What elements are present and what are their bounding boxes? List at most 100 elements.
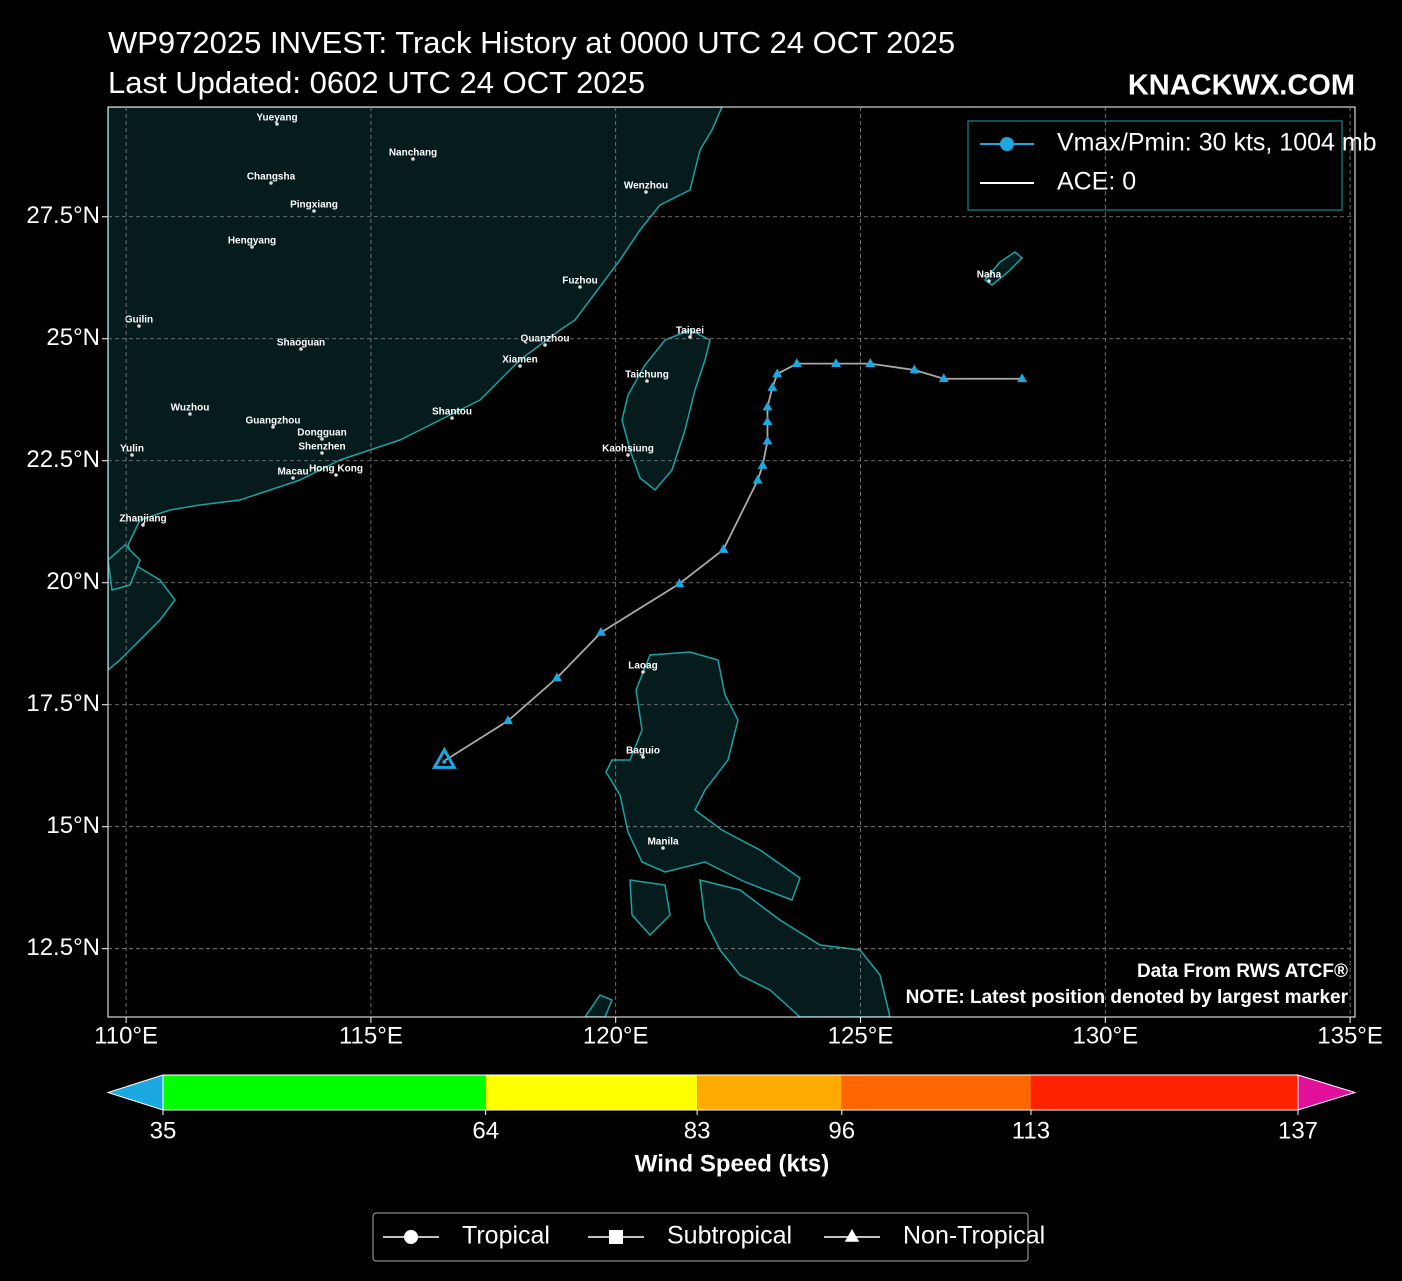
land-okinawa bbox=[983, 251, 1024, 286]
city-label: Shaoguan bbox=[277, 338, 325, 349]
city-label: Hengyang bbox=[228, 236, 276, 247]
colorbar-tick-label: 96 bbox=[828, 1117, 855, 1144]
city-label: Kaohsiung bbox=[602, 444, 654, 455]
land-china bbox=[108, 107, 723, 671]
city-dot bbox=[250, 245, 254, 249]
track-point bbox=[909, 364, 920, 374]
track-point bbox=[552, 672, 562, 682]
colorbar-over bbox=[1297, 1074, 1357, 1111]
city-dot bbox=[291, 476, 295, 480]
city-label: Fuzhou bbox=[562, 276, 598, 287]
land-hainan bbox=[108, 543, 141, 591]
city-dot bbox=[626, 453, 630, 457]
type-legend-label: Non-Tropical bbox=[903, 1222, 1045, 1250]
city-label: Pingxiang bbox=[290, 200, 338, 211]
x-tick-label: 110°E bbox=[94, 1022, 158, 1049]
colorbar-segment bbox=[485, 1075, 698, 1110]
city-label: Baguio bbox=[626, 746, 660, 757]
city-label: Macau bbox=[277, 467, 308, 478]
land-palawan bbox=[584, 994, 613, 1017]
city-dot bbox=[271, 425, 275, 429]
track-point bbox=[865, 358, 876, 367]
type-legend-marker bbox=[844, 1229, 860, 1242]
city-dot bbox=[320, 437, 324, 441]
colorbar-tick-label: 83 bbox=[684, 1117, 711, 1144]
type-legend-box bbox=[372, 1212, 1029, 1262]
x-tick-label: 130°E bbox=[1072, 1022, 1138, 1049]
colorbar-label: Wind Speed (kts) bbox=[635, 1150, 829, 1177]
track-point bbox=[767, 382, 778, 391]
type-legend-marker bbox=[609, 1230, 623, 1244]
y-tick-label: 15°N bbox=[46, 812, 100, 839]
y-tick-label: 17.5°N bbox=[26, 690, 100, 717]
latest-dot bbox=[442, 759, 447, 764]
x-tick-label: 135°E bbox=[1317, 1022, 1383, 1049]
x-tick-label: 115°E bbox=[339, 1022, 403, 1049]
track-point bbox=[1017, 373, 1028, 383]
annotation: Data From RWS ATCF® bbox=[1137, 961, 1348, 982]
track-point bbox=[762, 435, 773, 445]
colorbar-under bbox=[106, 1074, 164, 1111]
city-dot bbox=[641, 755, 645, 759]
track-point bbox=[791, 358, 802, 367]
colorbar-tick-label: 137 bbox=[1278, 1117, 1318, 1144]
city-dot bbox=[312, 209, 316, 213]
city-label: Hong Kong bbox=[309, 464, 363, 475]
legend-label: ACE: 0 bbox=[1057, 168, 1136, 196]
type-legend-label: Subtropical bbox=[667, 1222, 792, 1250]
city-label: Shantou bbox=[432, 407, 472, 418]
y-tick-label: 25°N bbox=[46, 324, 100, 351]
watermark: KNACKWX.COM bbox=[1128, 70, 1355, 102]
y-tick-label: 27.5°N bbox=[26, 202, 100, 229]
city-label: Naha bbox=[977, 270, 1002, 281]
colorbar-segment bbox=[841, 1075, 1031, 1110]
city-dot bbox=[987, 279, 991, 283]
track-point bbox=[762, 416, 773, 426]
plot-frame bbox=[107, 106, 1356, 1018]
city-label: Taipei bbox=[676, 326, 704, 337]
city-dot bbox=[688, 335, 692, 339]
city-dot bbox=[141, 523, 145, 527]
legend-marker bbox=[1000, 137, 1014, 151]
y-tick-label: 22.5°N bbox=[26, 446, 100, 473]
colorbar-frame bbox=[162, 1074, 1299, 1111]
city-dot bbox=[411, 157, 415, 161]
city-label: Wuzhou bbox=[171, 403, 210, 414]
city-dot bbox=[320, 451, 324, 455]
track-point bbox=[762, 401, 773, 411]
track-point bbox=[718, 544, 729, 553]
city-label: Manila bbox=[647, 837, 679, 848]
track-point bbox=[674, 578, 685, 588]
x-tick-label: 125°E bbox=[828, 1022, 894, 1049]
land-taiwan bbox=[621, 329, 711, 492]
city-label: Dongguan bbox=[297, 428, 346, 439]
track-point bbox=[757, 460, 768, 469]
city-label: Wenzhou bbox=[624, 181, 668, 192]
track-point bbox=[503, 715, 513, 725]
track-line bbox=[443, 362, 1023, 762]
type-legend-label: Tropical bbox=[462, 1222, 550, 1250]
city-label: Nanchang bbox=[389, 148, 437, 159]
colorbar-tick-label: 64 bbox=[472, 1117, 499, 1144]
city-label: Taichung bbox=[625, 370, 669, 381]
track-point-latest bbox=[431, 746, 457, 769]
city-label: Zhanjiang bbox=[119, 514, 166, 525]
colorbar-segment bbox=[1030, 1075, 1298, 1110]
city-label: Laoag bbox=[628, 661, 657, 672]
city-label: Guilin bbox=[125, 315, 153, 326]
city-dot bbox=[299, 347, 303, 351]
city-dot bbox=[188, 412, 192, 416]
legend-label: Vmax/Pmin: 30 kts, 1004 mb bbox=[1057, 129, 1377, 157]
y-tick-label: 12.5°N bbox=[26, 934, 100, 961]
colorbar-tick-label: 113 bbox=[1012, 1117, 1050, 1144]
city-dot bbox=[661, 846, 665, 850]
city-label: Guangzhou bbox=[246, 416, 301, 427]
track-point bbox=[752, 474, 763, 484]
city-dot bbox=[518, 364, 522, 368]
colorbar-segment bbox=[163, 1075, 486, 1110]
city-dot bbox=[334, 473, 338, 477]
legend-box bbox=[967, 120, 1343, 211]
type-legend-marker bbox=[404, 1230, 418, 1244]
city-dot bbox=[130, 453, 134, 457]
